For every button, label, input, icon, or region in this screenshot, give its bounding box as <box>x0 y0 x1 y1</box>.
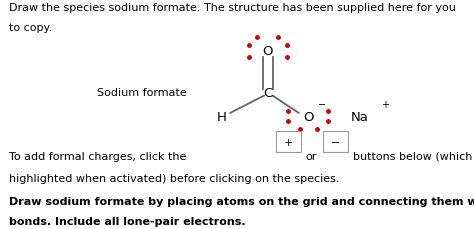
Text: Na: Na <box>351 110 369 123</box>
Text: or: or <box>305 151 317 161</box>
FancyBboxPatch shape <box>323 132 348 152</box>
Text: highlighted when activated) before clicking on the species.: highlighted when activated) before click… <box>9 173 339 183</box>
Text: H: H <box>217 110 227 123</box>
Text: +: + <box>381 99 389 109</box>
Text: to copy.: to copy. <box>9 23 52 33</box>
Text: Sodium formate: Sodium formate <box>98 88 187 98</box>
Text: −: − <box>318 99 327 109</box>
FancyBboxPatch shape <box>276 132 301 152</box>
Text: O: O <box>303 110 313 123</box>
Text: To add formal charges, click the: To add formal charges, click the <box>9 151 186 161</box>
Text: −: − <box>331 137 340 147</box>
Text: bonds. Include all lone-pair electrons.: bonds. Include all lone-pair electrons. <box>9 216 245 226</box>
Text: C: C <box>263 86 273 99</box>
Text: Draw sodium formate by placing atoms on the grid and connecting them with: Draw sodium formate by placing atoms on … <box>9 196 474 206</box>
Text: O: O <box>263 45 273 58</box>
Text: +: + <box>283 137 293 147</box>
Text: buttons below (which will be: buttons below (which will be <box>353 151 474 161</box>
Text: Draw the species sodium formate. The structure has been supplied here for you: Draw the species sodium formate. The str… <box>9 3 456 13</box>
